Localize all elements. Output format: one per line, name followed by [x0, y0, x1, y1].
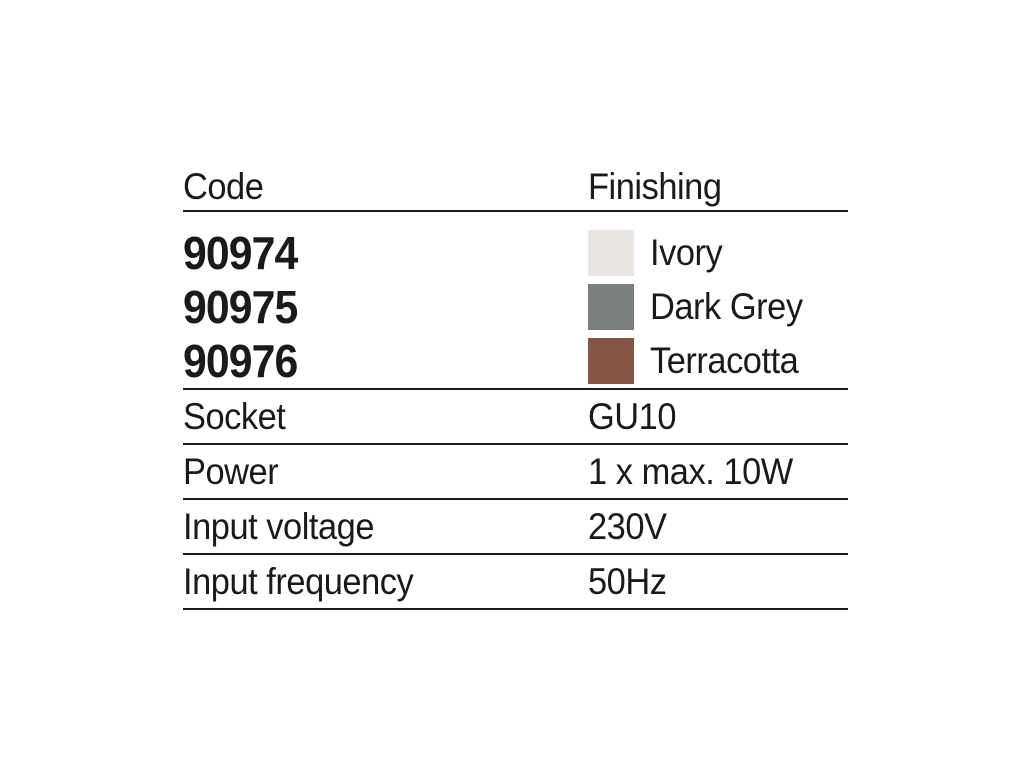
spec-value-cell: 230V: [588, 506, 848, 548]
spec-value-cell: 50Hz: [588, 561, 848, 603]
code-header-cell: Code: [183, 168, 588, 210]
product-code-row: 90975: [183, 280, 588, 334]
spec-value: 230V: [588, 505, 667, 547]
spec-label-cell: Power: [183, 451, 588, 493]
code-column-header: Code: [183, 166, 264, 207]
spec-label-cell: Input frequency: [183, 561, 588, 603]
finishing-column-header: Finishing: [588, 166, 722, 207]
finish-row: Ivory: [588, 226, 848, 280]
product-code: 90975: [183, 281, 298, 333]
spec-row-power: Power 1 x max. 10W: [183, 445, 848, 500]
finish-label: Terracotta: [650, 340, 799, 381]
spec-value: GU10: [588, 395, 677, 437]
spec-table: Code Finishing 90974 90975 90976: [183, 166, 848, 610]
spec-value-cell: 1 x max. 10W: [588, 451, 848, 493]
finish-row: Terracotta: [588, 334, 848, 388]
product-code: 90974: [183, 227, 298, 279]
spec-label: Socket: [183, 395, 286, 437]
product-code: 90976: [183, 335, 298, 387]
spec-row-input-frequency: Input frequency 50Hz: [183, 555, 848, 610]
finish-swatch-terracotta: [588, 338, 634, 384]
spec-label: Input voltage: [183, 505, 375, 547]
codes-finishes-section: 90974 90975 90976 Ivory Dark Grey: [183, 212, 848, 390]
spec-label: Input frequency: [183, 560, 414, 602]
codes-column: 90974 90975 90976: [183, 226, 588, 388]
finish-label: Dark Grey: [650, 286, 803, 327]
finish-swatch-dark-grey: [588, 284, 634, 330]
spec-value-cell: GU10: [588, 396, 848, 438]
spec-value: 50Hz: [588, 560, 667, 602]
spec-row-input-voltage: Input voltage 230V: [183, 500, 848, 555]
spec-value: 1 x max. 10W: [588, 450, 793, 492]
finish-swatch-ivory: [588, 230, 634, 276]
spec-label-cell: Input voltage: [183, 506, 588, 548]
finishing-header-cell: Finishing: [588, 168, 848, 210]
spec-row-socket: Socket GU10: [183, 390, 848, 445]
product-code-row: 90974: [183, 226, 588, 280]
spec-table-header: Code Finishing: [183, 166, 848, 212]
finish-label: Ivory: [650, 232, 723, 273]
spec-label-cell: Socket: [183, 396, 588, 438]
spec-label: Power: [183, 450, 279, 492]
product-code-row: 90976: [183, 334, 588, 388]
finishes-column: Ivory Dark Grey Terracotta: [588, 226, 848, 388]
finish-row: Dark Grey: [588, 280, 848, 334]
